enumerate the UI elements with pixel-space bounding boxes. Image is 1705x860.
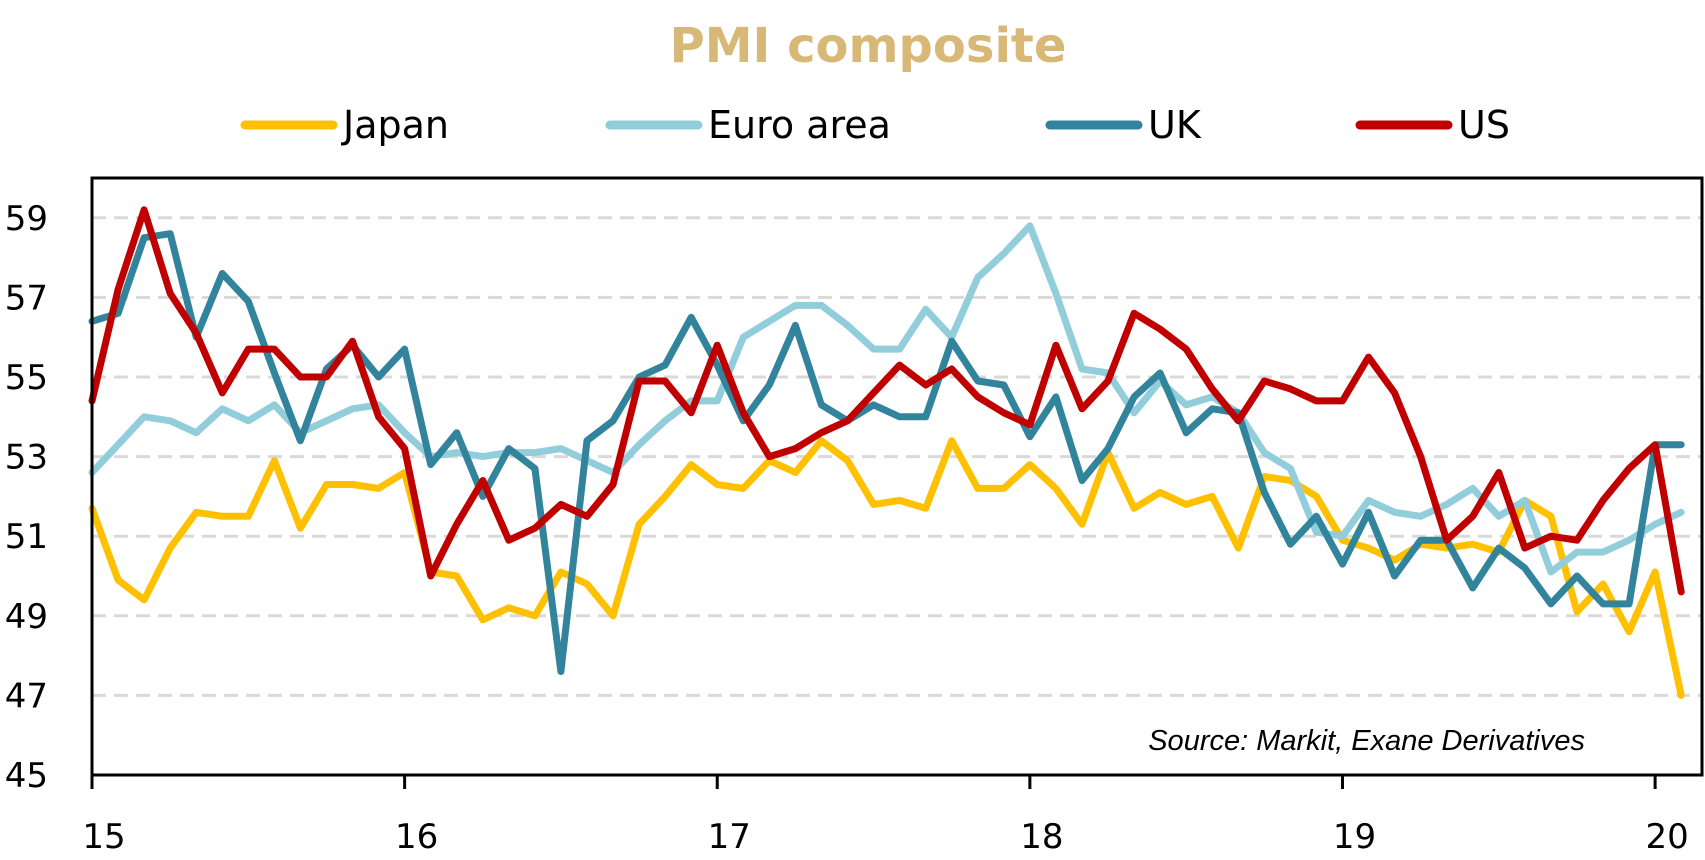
legend-label: UK [1148,103,1202,147]
gridlines [92,216,1702,697]
legend-label: Euro area [708,103,891,147]
legend-item-japan: Japan [240,103,449,147]
y-tick-label: 59 [5,199,48,239]
x-tick-label: 17 [708,817,751,857]
y-tick-label: 57 [5,278,48,318]
legend-label: Japan [341,103,449,147]
series-line-euro-area [88,222,1685,576]
axes: 45 47 49 51 53 55 57 59 15 16 17 18 19 20 [5,199,1689,857]
plot-frame [90,176,1704,777]
y-tick-label: 47 [5,676,48,716]
legend-item-us: US [1355,103,1510,147]
x-tick-label: 15 [82,817,125,857]
y-tick-label: 51 [5,517,48,557]
y-tick-label: 53 [5,438,48,478]
y-tick-label: 49 [5,597,48,637]
series-lines [88,206,1685,699]
chart-title: PMI composite [670,18,1067,74]
y-tick-label: 55 [5,358,48,398]
series-line-uk [88,230,1685,675]
source-note: Source: Markit, Exane Derivatives [1148,725,1585,757]
x-tick-label: 19 [1333,817,1376,857]
legend: Japan Euro area UK US [240,103,1510,147]
series-line-us [88,206,1685,596]
x-tick-label: 18 [1020,817,1063,857]
x-tick-label: 16 [395,817,438,857]
legend-item-euro-area: Euro area [605,103,891,147]
x-tick-label: 20 [1645,817,1688,857]
y-tick-label: 45 [5,756,48,796]
legend-item-uk: UK [1045,103,1202,147]
series-line-japan [88,437,1685,699]
legend-label: US [1458,103,1510,147]
